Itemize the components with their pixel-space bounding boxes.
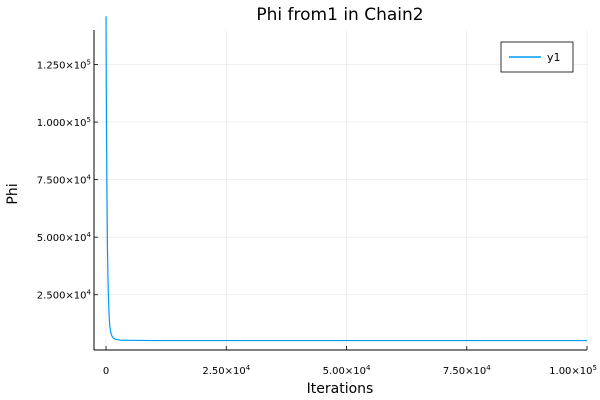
x-axis-label: Iterations [307,381,374,397]
series-line-y1 [105,16,587,342]
y-tick-label: 7.500×104 [37,174,92,187]
chart-title: Phi from1 in Chain2 [256,5,423,25]
x-tick-label: 0 [103,366,109,377]
y-tick-label: 1.250×105 [37,59,91,72]
axes [93,30,587,351]
legend: y1 [500,41,574,73]
y-tick-label: 1.000×105 [37,116,91,129]
y-axis-label: Phi [5,183,21,204]
x-tick-label: 5.00×104 [323,364,371,377]
series-group [105,16,587,342]
y-tick-label: 2.500×104 [37,289,92,302]
x-tick-label: 1.00×105 [549,364,597,377]
grid-lines [94,30,588,350]
y-tick-label: 5.000×104 [37,231,92,244]
x-axis-ticks: 0 2.50×104 5.00×104 7.50×104 1.00×105 [103,346,597,377]
x-tick-label: 2.50×104 [202,364,250,377]
legend-label: y1 [547,51,561,64]
x-tick-label: 7.50×104 [443,364,491,377]
y-axis-ticks: 2.500×104 5.000×104 7.500×104 1.000×105 1.25… [37,59,98,302]
